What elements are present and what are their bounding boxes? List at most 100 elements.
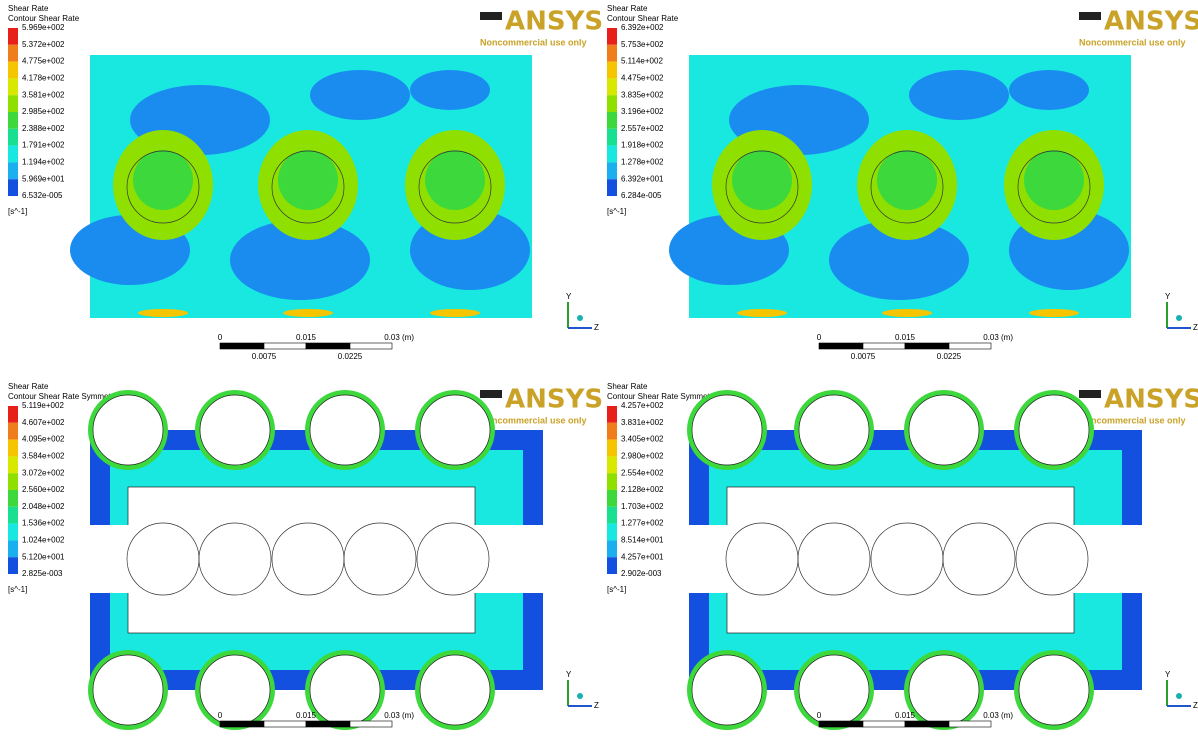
scale-segment [863, 343, 905, 349]
scale-segment [220, 343, 264, 349]
legend-label: 4.257e+001 [621, 552, 664, 561]
white-region [799, 395, 869, 465]
legend-label: 2.560e+002 [22, 485, 65, 494]
contour-plot [88, 390, 543, 730]
white-region [689, 525, 1142, 593]
legend-label: 5.120e+001 [22, 552, 65, 561]
legend-label: 4.607e+002 [22, 418, 65, 427]
scale-label: 0.03 [983, 333, 999, 342]
legend-swatch [607, 129, 617, 146]
white-region [310, 655, 380, 725]
legend-label: 8.514e+001 [621, 536, 664, 545]
triad-label: Y [1165, 670, 1171, 679]
scale-label: 0.03 [384, 711, 400, 720]
legend-label: 4.095e+002 [22, 435, 65, 444]
legend-label: 5.119e+002 [22, 401, 64, 410]
panel-subtitle: Contour Shear Rate Symmetry [8, 392, 117, 401]
legend-swatch [607, 162, 617, 179]
contour-region [737, 309, 787, 317]
legend-swatch [8, 162, 18, 179]
logo-note: Noncommercial use only [480, 37, 587, 47]
scale-segment [905, 343, 949, 349]
legend-label: 1.918e+002 [621, 141, 664, 150]
legend-label: 4.475e+002 [621, 74, 664, 83]
legend-label: 4.257e+002 [621, 401, 664, 410]
scale-segment [350, 721, 392, 727]
scale-segment [819, 721, 863, 727]
contour-region [882, 309, 932, 317]
scale-segment [905, 721, 949, 727]
legend-unit: [s^-1] [607, 207, 626, 216]
white-region [1019, 655, 1089, 725]
legend-label: 6.284e-005 [621, 191, 662, 200]
legend-swatch [8, 406, 18, 423]
panel-title: Shear Rate [607, 382, 648, 391]
legend-swatch [8, 129, 18, 146]
scale-segment [306, 343, 350, 349]
scale-segment [220, 721, 264, 727]
legend-swatch [607, 146, 617, 163]
legend-swatch [607, 62, 617, 79]
triad-label: Z [594, 323, 599, 332]
white-region [909, 395, 979, 465]
logo-note: Noncommercial use only [1079, 37, 1186, 47]
legend-unit: [s^-1] [8, 585, 27, 594]
legend-swatch [8, 179, 18, 196]
triad-origin [1176, 693, 1182, 699]
scale-segment [819, 343, 863, 349]
scale-label: 0.015 [296, 711, 317, 720]
panel-subtitle: Contour Shear Rate [8, 14, 80, 23]
legend-swatch [8, 507, 18, 524]
contour-region [310, 70, 410, 120]
panel-title: Shear Rate [8, 4, 49, 13]
scale-label: 0.015 [895, 711, 916, 720]
triad-origin [1176, 315, 1182, 321]
legend-label: 1.024e+002 [22, 536, 65, 545]
white-region [310, 395, 380, 465]
contour-region [909, 70, 1009, 120]
legend-label: 2.388e+002 [22, 124, 65, 133]
scale-label: (m) [1001, 333, 1013, 342]
scale-label: 0 [817, 333, 822, 342]
legend-label: 5.753e+002 [621, 40, 664, 49]
contour-region [425, 150, 485, 210]
logo-note: Noncommercial use only [1079, 415, 1186, 425]
scale-label: 0.015 [296, 333, 317, 342]
legend-swatch [8, 473, 18, 490]
contour-region [278, 150, 338, 210]
legend-swatch [8, 146, 18, 163]
triad-label: Y [566, 292, 572, 301]
legend-label: 4.178e+002 [22, 74, 65, 83]
legend-label: 3.581e+002 [22, 90, 65, 99]
legend-label: 3.831e+002 [621, 418, 664, 427]
legend-label: 2.825e-003 [22, 569, 63, 578]
legend-swatch [8, 45, 18, 62]
legend-swatch [607, 95, 617, 112]
legend-label: 5.114e+002 [621, 57, 663, 66]
legend-label: 6.532e-005 [22, 191, 63, 200]
legend-swatch [607, 540, 617, 557]
scale-label: 0.0075 [851, 352, 876, 361]
legend-swatch [607, 524, 617, 541]
contour-region [138, 309, 188, 317]
panel-title: Shear Rate [607, 4, 648, 13]
legend-swatch [607, 456, 617, 473]
legend-label: 2.557e+002 [621, 124, 664, 133]
legend-swatch [607, 423, 617, 440]
legend-swatch [607, 28, 617, 45]
legend-label: 1.536e+002 [22, 519, 65, 528]
contour-region [430, 309, 480, 317]
legend-swatch [607, 78, 617, 95]
scale-label: 0 [218, 333, 223, 342]
legend-swatch [607, 557, 617, 574]
legend-label: 2.980e+002 [621, 452, 664, 461]
logo-brand: ANSYS [505, 385, 603, 415]
legend-label: 3.196e+002 [621, 107, 664, 116]
white-region [200, 395, 270, 465]
scale-segment [863, 721, 905, 727]
legend-label: 3.835e+002 [621, 90, 664, 99]
scale-segment [350, 343, 392, 349]
logo-brand: ANSYS [1104, 7, 1198, 37]
scale-label: 0.0225 [338, 352, 363, 361]
contour-region [732, 150, 792, 210]
